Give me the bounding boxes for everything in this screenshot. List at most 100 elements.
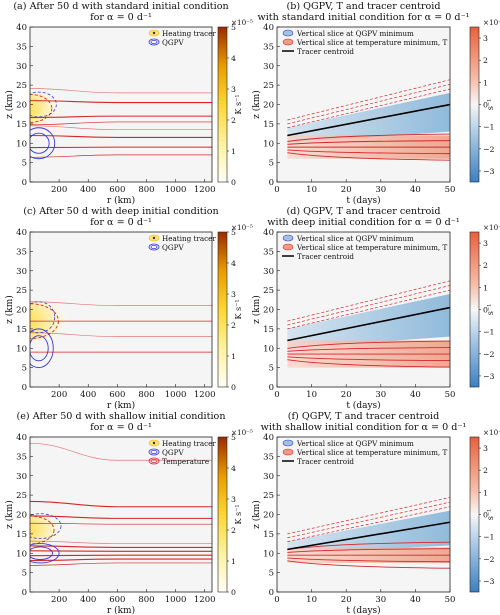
dashed-contour xyxy=(287,88,450,129)
x-axis-label: r (km) xyxy=(107,605,135,615)
y-axis-label: z (km) xyxy=(251,90,262,119)
panel-title-line: with deep initial condition for α = 0 d⁻… xyxy=(267,217,460,228)
colorbar-tick-label: −1 xyxy=(483,328,495,337)
y-tick-label: 40 xyxy=(16,228,27,238)
temperature-contour xyxy=(287,152,450,161)
temperature-contour xyxy=(30,100,212,104)
legend-label: Vertical slice at QGPV minimum xyxy=(296,29,414,38)
y-tick-label: 40 xyxy=(16,23,27,33)
x-tick-label: 600 xyxy=(109,185,125,195)
legend-swatch-qgpv-inner xyxy=(150,449,158,454)
temperature-contour xyxy=(30,540,212,544)
dashed-contour xyxy=(287,501,450,539)
colorbar-tick-label: 5 xyxy=(231,228,236,237)
legend-swatch-qgpv xyxy=(148,38,160,46)
colorbar-label: s⁻¹ xyxy=(486,304,495,316)
qgpv-dashed-contour xyxy=(30,301,56,334)
tracer-dashed-contour xyxy=(30,93,53,123)
plot-area xyxy=(287,280,450,368)
colorbar-tick-label: 1 xyxy=(231,147,236,156)
colorbar-label: s⁻¹ xyxy=(486,509,495,521)
y-tick-label: 30 xyxy=(263,472,274,482)
legend-label: Tracer centroid xyxy=(297,252,354,261)
legend-swatch-dot xyxy=(152,236,156,240)
y-tick-label: 0 xyxy=(269,178,274,188)
colorbar-tick-label: 3 xyxy=(231,290,236,299)
x-tick-label: 40 xyxy=(410,595,421,605)
y-tick-label: 5 xyxy=(269,364,274,374)
tracer-centroid-line xyxy=(287,521,450,551)
colorbar-exponent: ×10⁻⁴ xyxy=(483,18,500,27)
legend-swatch-qgpv-slice xyxy=(282,234,294,242)
y-tick-label: 35 xyxy=(263,452,274,462)
colorbar-gradient xyxy=(217,436,228,593)
x-tick-label: 30 xyxy=(375,595,386,605)
temperature-contour xyxy=(287,548,450,553)
panel-title-line: for α = 0 d⁻¹ xyxy=(90,422,152,433)
temperature-contour xyxy=(287,560,450,569)
y-tick-label: 10 xyxy=(263,139,274,149)
legend-label: Vertical slice at temperature minimum, T xyxy=(296,448,448,457)
legend-swatch-temperature-inner xyxy=(150,458,158,463)
temperature-contour xyxy=(287,140,450,145)
y-tick-label: 15 xyxy=(263,530,274,540)
colorbar: 0 1 2 3 4 5×10⁻⁵ K s⁻¹ xyxy=(217,18,253,187)
temperature-contour xyxy=(30,115,212,119)
y-tick-label: 20 xyxy=(16,101,27,111)
y-tick-label: 0 xyxy=(269,383,274,393)
x-tick-label: 0 xyxy=(274,185,279,195)
temperature-contour xyxy=(30,562,212,566)
x-tick-label: 400 xyxy=(80,595,96,605)
temperature-contour xyxy=(30,500,212,508)
x-tick-label: 1000 xyxy=(165,595,187,605)
colorbar-tick-label: 0 xyxy=(483,511,488,520)
y-tick-label: 40 xyxy=(263,228,274,238)
y-tick-label: 10 xyxy=(16,549,27,559)
colorbar-tick-label: −3 xyxy=(483,167,495,176)
colorbar-tick-label: 5 xyxy=(231,23,236,32)
y-tick-label: 15 xyxy=(16,530,27,540)
y-tick-label: 35 xyxy=(16,452,27,462)
y-tick-label: 20 xyxy=(16,306,27,316)
y-tick-label: 25 xyxy=(16,81,27,91)
y-axis-label: z (km) xyxy=(251,295,262,324)
legend-swatch-qgpv xyxy=(148,243,160,251)
legend-swatch-temperature xyxy=(148,457,160,465)
y-tick-label: 25 xyxy=(263,286,274,296)
panel-e: (e) After 50 d with shallow initial cond… xyxy=(4,411,253,615)
temperature-contour xyxy=(30,332,212,337)
panel-title-line: (a) After 50 d with standard initial con… xyxy=(13,1,228,12)
legend-swatch-qgpv-inner xyxy=(150,244,158,249)
plot-background xyxy=(30,27,212,182)
plot-area xyxy=(30,88,212,160)
y-tick-label: 10 xyxy=(263,344,274,354)
colorbar-gradient xyxy=(469,26,480,183)
y-tick-label: 15 xyxy=(263,120,274,130)
colorbar-tick-label: 3 xyxy=(483,444,488,453)
temperature-contour xyxy=(287,557,450,563)
y-tick-label: 20 xyxy=(263,511,274,521)
colorbar-tick-label: 2 xyxy=(483,56,488,65)
legend-label: Tracer centroid xyxy=(297,457,354,466)
y-tick-label: 5 xyxy=(22,159,27,169)
plot-area xyxy=(30,301,212,369)
temperature-contour xyxy=(287,359,450,368)
temperature-contour xyxy=(30,125,212,131)
colorbar-tick-label: −3 xyxy=(483,372,495,381)
temperature-contour xyxy=(287,356,450,362)
colorbar-gradient xyxy=(469,231,480,388)
y-tick-label: 35 xyxy=(263,247,274,257)
colorbar-gradient xyxy=(469,436,480,593)
temperature-contour xyxy=(30,558,212,562)
x-tick-label: 200 xyxy=(51,390,67,400)
temperature-contour xyxy=(30,154,212,158)
colorbar: −3 −2 −1 0 1 2 3 ×10⁻⁴ s⁻¹ xyxy=(469,428,500,593)
dashed-contour xyxy=(287,285,450,326)
legend-label: QGPV xyxy=(162,448,184,457)
plot-background xyxy=(30,437,212,592)
